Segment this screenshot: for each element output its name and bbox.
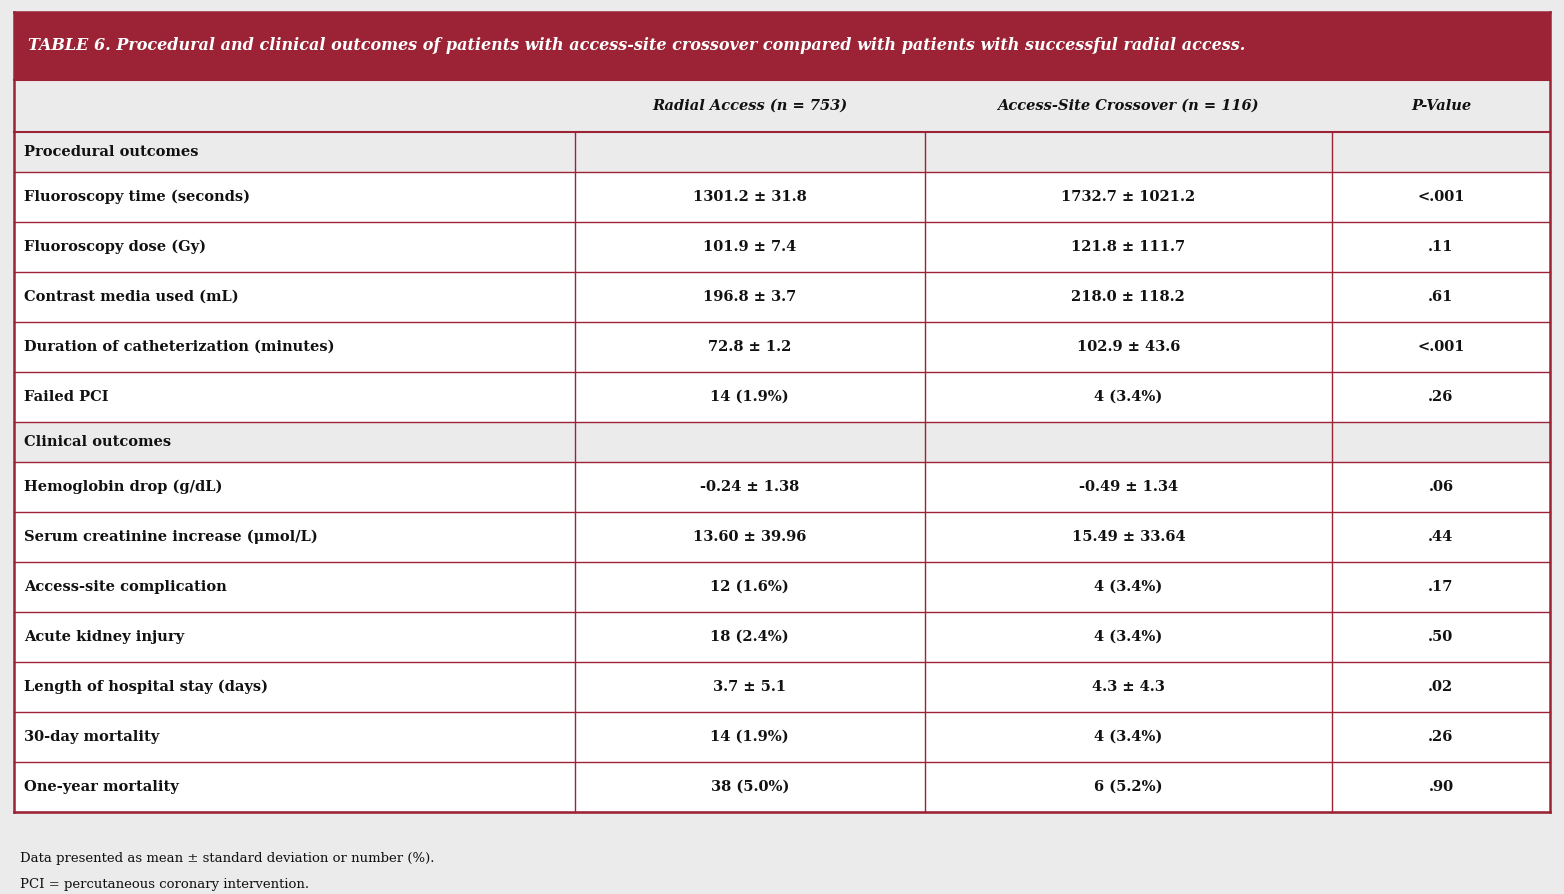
Text: 4 (3.4%): 4 (3.4%) [1095,630,1162,644]
Bar [14,80,1550,132]
Text: 101.9 ± 7.4: 101.9 ± 7.4 [704,240,796,254]
Text: 4 (3.4%): 4 (3.4%) [1095,390,1162,404]
Text: .11: .11 [1428,240,1453,254]
Text: .06: .06 [1428,480,1453,494]
Text: Clinical outcomes: Clinical outcomes [23,435,170,449]
Text: .50: .50 [1428,630,1453,644]
Text: Access-site complication: Access-site complication [23,580,227,594]
Text: 218.0 ± 118.2: 218.0 ± 118.2 [1071,290,1186,304]
Text: Duration of catheterization (minutes): Duration of catheterization (minutes) [23,340,335,354]
Text: 3.7 ± 5.1: 3.7 ± 5.1 [713,680,787,694]
Text: 13.60 ± 39.96: 13.60 ± 39.96 [693,530,807,544]
Text: Length of hospital stay (days): Length of hospital stay (days) [23,679,267,695]
Text: 15.49 ± 33.64: 15.49 ± 33.64 [1071,530,1186,544]
Text: <.001: <.001 [1417,340,1465,354]
Text: .90: .90 [1428,780,1453,794]
Text: 4.3 ± 4.3: 4.3 ± 4.3 [1092,680,1165,694]
Bar [14,222,1550,272]
Text: .26: .26 [1428,390,1453,404]
Bar [14,422,1550,462]
Bar [14,612,1550,662]
Text: 4 (3.4%): 4 (3.4%) [1095,730,1162,744]
Text: One-year mortality: One-year mortality [23,780,178,794]
Text: 30-day mortality: 30-day mortality [23,730,160,744]
Text: 121.8 ± 111.7: 121.8 ± 111.7 [1071,240,1186,254]
Text: Fluoroscopy time (seconds): Fluoroscopy time (seconds) [23,190,250,204]
Text: Serum creatinine increase (μmol/L): Serum creatinine increase (μmol/L) [23,530,317,544]
Text: 196.8 ± 3.7: 196.8 ± 3.7 [704,290,796,304]
Text: .02: .02 [1428,680,1453,694]
Text: 12 (1.6%): 12 (1.6%) [710,580,790,594]
Text: .44: .44 [1428,530,1453,544]
Text: Radial Access (n = 753): Radial Access (n = 753) [652,99,848,113]
Text: .26: .26 [1428,730,1453,744]
Text: 38 (5.0%): 38 (5.0%) [710,780,788,794]
Text: 18 (2.4%): 18 (2.4%) [710,630,790,644]
Text: -0.24 ± 1.38: -0.24 ± 1.38 [701,480,799,494]
Text: P-Value: P-Value [1411,99,1472,113]
Bar [14,562,1550,612]
Text: 6 (5.2%): 6 (5.2%) [1095,780,1162,794]
Text: 14 (1.9%): 14 (1.9%) [710,390,790,404]
Bar [14,662,1550,712]
Text: 1301.2 ± 31.8: 1301.2 ± 31.8 [693,190,807,204]
Text: Contrast media used (mL): Contrast media used (mL) [23,290,239,304]
Bar [14,322,1550,372]
Text: .61: .61 [1428,290,1453,304]
Text: Data presented as mean ± standard deviation or number (%).: Data presented as mean ± standard deviat… [20,852,435,865]
Bar [14,512,1550,562]
Text: 72.8 ± 1.2: 72.8 ± 1.2 [708,340,791,354]
Text: 4 (3.4%): 4 (3.4%) [1095,580,1162,594]
Text: PCI = percutaneous coronary intervention.: PCI = percutaneous coronary intervention… [20,878,310,891]
Text: Access-Site Crossover (n = 116): Access-Site Crossover (n = 116) [998,99,1259,113]
Text: TABLE 6. Procedural and clinical outcomes of patients with access-site crossover: TABLE 6. Procedural and clinical outcome… [28,38,1245,55]
Bar [14,462,1550,512]
Text: Failed PCI: Failed PCI [23,390,108,404]
Bar [14,172,1550,222]
Bar [14,272,1550,322]
Text: 14 (1.9%): 14 (1.9%) [710,730,790,744]
Text: <.001: <.001 [1417,190,1465,204]
Text: 1732.7 ± 1021.2: 1732.7 ± 1021.2 [1062,190,1195,204]
Bar [14,712,1550,762]
Text: Fluoroscopy dose (Gy): Fluoroscopy dose (Gy) [23,240,206,254]
Text: Procedural outcomes: Procedural outcomes [23,145,199,159]
Bar [14,132,1550,172]
Bar [14,372,1550,422]
Text: 102.9 ± 43.6: 102.9 ± 43.6 [1076,340,1181,354]
Text: -0.49 ± 1.34: -0.49 ± 1.34 [1079,480,1178,494]
Text: Hemoglobin drop (g/dL): Hemoglobin drop (g/dL) [23,480,222,494]
Bar [14,762,1550,812]
Bar [14,12,1550,80]
Text: Acute kidney injury: Acute kidney injury [23,630,185,644]
Text: .17: .17 [1428,580,1453,594]
